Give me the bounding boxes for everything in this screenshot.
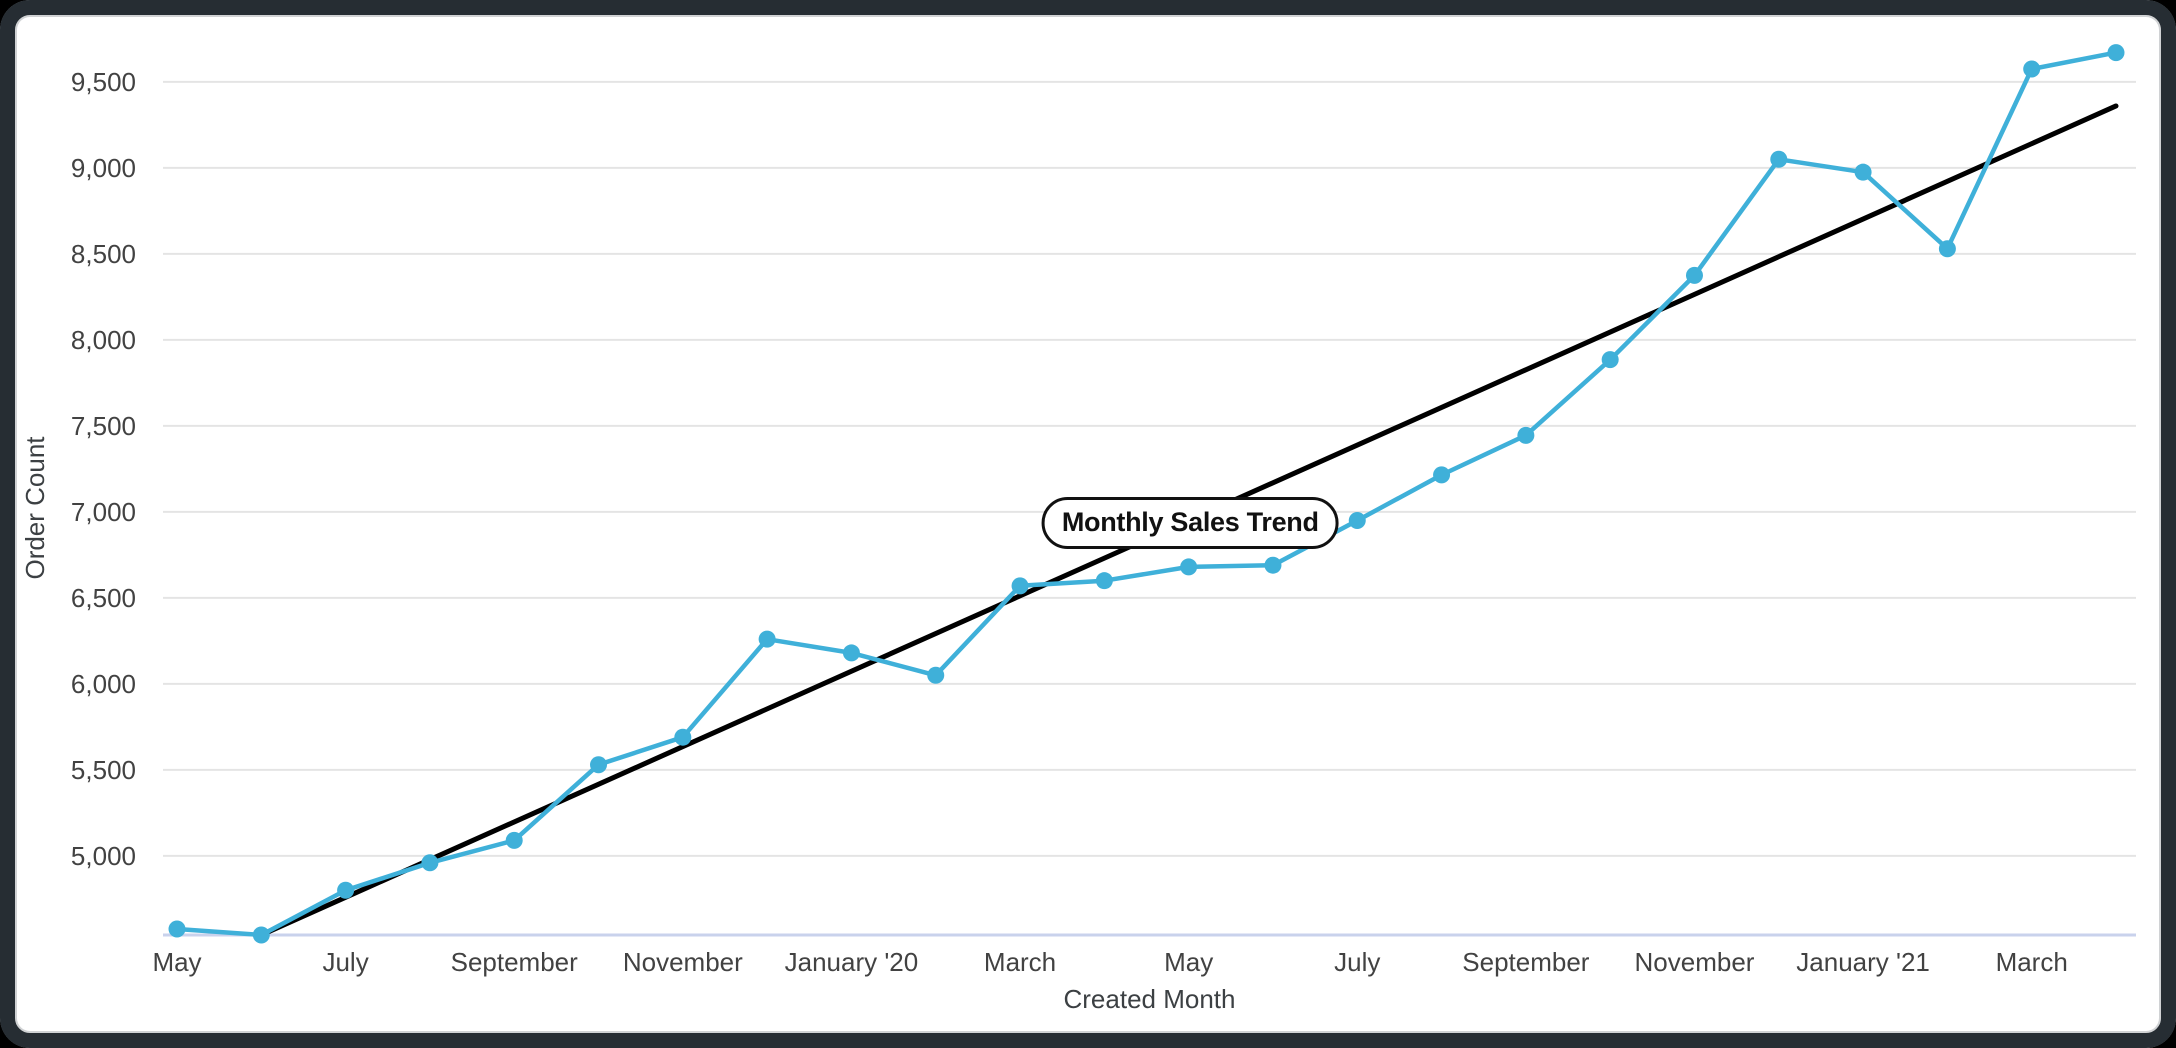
y-tick-label: 8,500 bbox=[71, 239, 136, 269]
y-tick-label: 7,500 bbox=[71, 411, 136, 441]
data-point[interactable] bbox=[421, 854, 439, 872]
x-tick-label: May bbox=[152, 947, 201, 977]
data-point[interactable] bbox=[1685, 266, 1703, 284]
data-point[interactable] bbox=[1011, 577, 1029, 595]
y-tick-label: 9,500 bbox=[71, 67, 136, 97]
data-point[interactable] bbox=[1770, 150, 1788, 168]
data-point[interactable] bbox=[1854, 163, 1872, 181]
data-point[interactable] bbox=[2023, 60, 2041, 78]
x-tick-label: March bbox=[984, 947, 1056, 977]
data-point[interactable] bbox=[505, 831, 523, 849]
data-point[interactable] bbox=[1180, 558, 1198, 576]
chart-title-text: Monthly Sales Trend bbox=[1061, 506, 1319, 537]
data-point[interactable] bbox=[1433, 466, 1451, 484]
data-point[interactable] bbox=[252, 926, 270, 944]
y-tick-label: 8,000 bbox=[71, 325, 136, 355]
x-tick-label: March bbox=[1996, 947, 2068, 977]
data-point[interactable] bbox=[2107, 44, 2125, 62]
data-point[interactable] bbox=[1938, 240, 1956, 258]
x-tick-label: November bbox=[1635, 947, 1755, 977]
y-axis-title: Order Count bbox=[20, 436, 50, 580]
x-tick-label: September bbox=[451, 947, 579, 977]
data-point[interactable] bbox=[1348, 511, 1366, 529]
data-point[interactable] bbox=[1517, 426, 1535, 444]
y-tick-label: 6,500 bbox=[71, 583, 136, 613]
y-tick-label: 5,000 bbox=[71, 841, 136, 871]
x-tick-label: July bbox=[322, 947, 368, 977]
y-tick-label: 9,000 bbox=[71, 153, 136, 183]
data-point[interactable] bbox=[1264, 556, 1282, 574]
data-point[interactable] bbox=[1095, 572, 1113, 590]
x-tick-label: May bbox=[1164, 947, 1213, 977]
x-tick-label: November bbox=[623, 947, 743, 977]
data-point[interactable] bbox=[758, 630, 776, 648]
data-point[interactable] bbox=[1601, 351, 1619, 369]
data-point[interactable] bbox=[842, 644, 860, 662]
data-point[interactable] bbox=[337, 881, 355, 899]
x-axis-title: Created Month bbox=[1064, 984, 1236, 1014]
y-tick-label: 7,000 bbox=[71, 497, 136, 527]
x-tick-label: July bbox=[1334, 947, 1380, 977]
x-tick-label: January '20 bbox=[785, 947, 919, 977]
series-line bbox=[174, 50, 2119, 938]
y-tick-label: 5,500 bbox=[71, 755, 136, 785]
y-tick-label: 6,000 bbox=[71, 669, 136, 699]
data-point[interactable] bbox=[168, 920, 186, 938]
data-point[interactable] bbox=[927, 666, 945, 684]
data-point[interactable] bbox=[674, 728, 692, 746]
data-point[interactable] bbox=[590, 756, 608, 774]
x-tick-label: September bbox=[1462, 947, 1590, 977]
chart-title-badge: Monthly Sales Trend bbox=[1041, 496, 1339, 549]
x-tick-label: January '21 bbox=[1796, 947, 1930, 977]
